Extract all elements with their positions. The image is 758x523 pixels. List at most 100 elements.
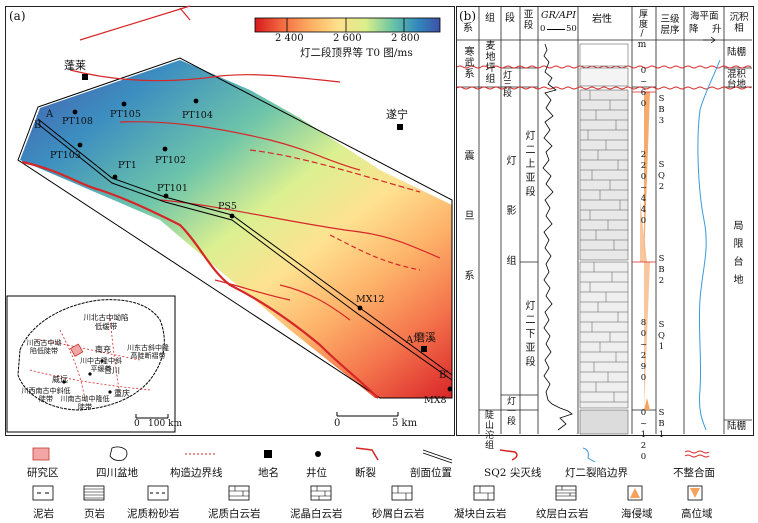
inset-label-chongqing: 重庆 (114, 389, 130, 398)
hst-wedge-sq2 (640, 200, 647, 262)
section-end-b: B (34, 120, 42, 131)
lithology-column (579, 43, 629, 435)
city-moxi: 磨溪 (414, 331, 436, 344)
header-system: 系 (463, 23, 473, 34)
legend-structural-boundary: 构造边界线 (170, 467, 223, 479)
group-dengying: 灯影组 (504, 155, 515, 305)
faults (69, 5, 441, 321)
legend: 研究区 四川盆地 构造边界线 地名 井位 断裂 剖面位置 SQ2 尖灭线 灯二裂… (0, 440, 758, 523)
header-gr-min: 0 (540, 24, 546, 34)
header-subsection: 亚段 (521, 9, 533, 30)
legend-unconformity: 不整合面 (673, 467, 715, 479)
thickness-1: 0~60 (638, 66, 649, 110)
inset-scale-len: 100 km (148, 419, 183, 429)
header-thickness: 厚度/m (637, 9, 647, 51)
bottom-unit: 陡山沱组 (483, 410, 493, 450)
header-lithology: 岩性 (592, 14, 612, 25)
inset-label-nanchong: 南充 (95, 345, 111, 354)
header-sea-level: 海平面 (690, 11, 719, 22)
header-sea-rise: 升 (712, 24, 722, 35)
city-suining: 遂宁 (386, 108, 408, 121)
legend-sichuan-basin: 四川盆地 (96, 467, 138, 479)
legend-hst: 高位域 (681, 508, 713, 520)
panel-a-label: (a) (9, 9, 26, 23)
sichuan-basin-outline (17, 299, 165, 411)
header-facies: 沉积相 (729, 12, 749, 35)
colorbar-tick-3: 2 800 (391, 33, 420, 44)
well-pt105: PT105 (110, 109, 141, 120)
well-pt103: PT103 (50, 150, 81, 161)
sequence-sb1: SB1 (656, 408, 667, 441)
colorbar-tick-2: 2 600 (333, 33, 362, 44)
legend-argillaceous-siltstone: 泥质粉砂岩 (127, 508, 180, 520)
thickness-2: 220~440 (638, 150, 649, 227)
sq2-pinchout-line (21, 160, 379, 399)
section-end-a2: A′ (406, 335, 416, 346)
legend-study-area: 研究区 (27, 467, 59, 479)
legend-micritic-dolomite: 泥晶白云岩 (290, 508, 343, 520)
gr-log-curve (542, 43, 573, 431)
sea-level-curve (697, 59, 721, 431)
inset-label-hechuan: 合川 (104, 366, 120, 375)
section-end-b2: B′ (439, 370, 449, 381)
section-deng1: 灯一段 (505, 396, 515, 426)
thickness-3: 80~290 (638, 318, 649, 384)
lithology-hatch (580, 90, 628, 403)
system-cambrian: 寒武系 (462, 46, 473, 79)
subsection-lower: 灯二下亚段 (523, 300, 534, 370)
legend-shale: 页岩 (84, 508, 105, 520)
header-gr: GR/API (541, 10, 576, 21)
legend-thrombolite-dolomite: 凝块白云岩 (454, 508, 507, 520)
scale-five: 5 km (392, 418, 418, 429)
inset-label-6: 川南古坳中隆低陡带 (60, 395, 110, 411)
city-penglai: 蓬莱 (64, 59, 86, 72)
tst-wedge-sq1 (644, 262, 650, 410)
tst-wedge-sq2 (644, 92, 650, 262)
legend-rift-boundary: 灯二裂陷边界 (565, 467, 628, 479)
sequence-sq2: SQ2 (656, 160, 667, 193)
legend-sq2-pinchout: SQ2 尖灭线 (484, 467, 542, 479)
inset-label-1: 川北古中坳陷低缓带 (83, 313, 129, 331)
inset-label-2: 川中古隆中斜平缓带 (80, 357, 122, 373)
gr-scale-line (547, 29, 565, 30)
legend-section: 剖面位置 (410, 467, 452, 479)
facies-bottom: 陆棚 (727, 421, 747, 432)
well-ps5: PS5 (218, 201, 237, 212)
thickness-4: 0~120 (638, 408, 649, 463)
header-group: 组 (485, 13, 495, 24)
well-pt101: PT101 (157, 183, 188, 194)
study-box-outline (17, 57, 453, 399)
panel-b-label: (b) (459, 9, 477, 23)
sequence-sq1: SQ1 (656, 320, 667, 353)
inset-label-4: 川东古斜中隆高陡断褶带 (127, 344, 169, 360)
sequence-sb3: SB3 (656, 94, 667, 127)
panel-a (5, 6, 455, 436)
group-maidiping: 麦地坪组 (483, 40, 494, 84)
inset-label-3: 川西古中坳陷低陡带 (26, 339, 62, 355)
legend-symbols (32, 446, 710, 501)
legend-laminated-dolomite: 纹层白云岩 (536, 508, 589, 520)
inset-label-5: 川西南古中斜低陡带 (21, 387, 71, 403)
well-pt104: PT104 (182, 110, 213, 121)
facies-mixed: 混积台地 (727, 69, 747, 90)
header-sequence: 三级层序 (660, 14, 680, 37)
well-pt108: PT108 (62, 116, 93, 127)
subsection-upper: 灯二上亚段 (523, 130, 534, 200)
legend-well: 井位 (306, 467, 327, 479)
header-sea-fall: 降 (689, 24, 699, 35)
well-pt1: PT1 (118, 160, 137, 171)
scale-bar (336, 412, 399, 417)
panel-b (456, 6, 754, 436)
study-area-marker (69, 343, 84, 357)
legend-tst: 海侵域 (621, 508, 653, 520)
inset-label-weiyuan: 威远 (52, 375, 68, 384)
well-pt102: PT102 (155, 155, 186, 166)
legend-mudstone: 泥岩 (33, 508, 54, 520)
header-gr-max: 50 (566, 24, 577, 34)
sequence-sb2: SB2 (656, 254, 667, 287)
section-end-a: A (46, 109, 54, 120)
well-mx8: MX8 (424, 395, 447, 406)
section-deng3: 灯三段 (503, 71, 513, 99)
